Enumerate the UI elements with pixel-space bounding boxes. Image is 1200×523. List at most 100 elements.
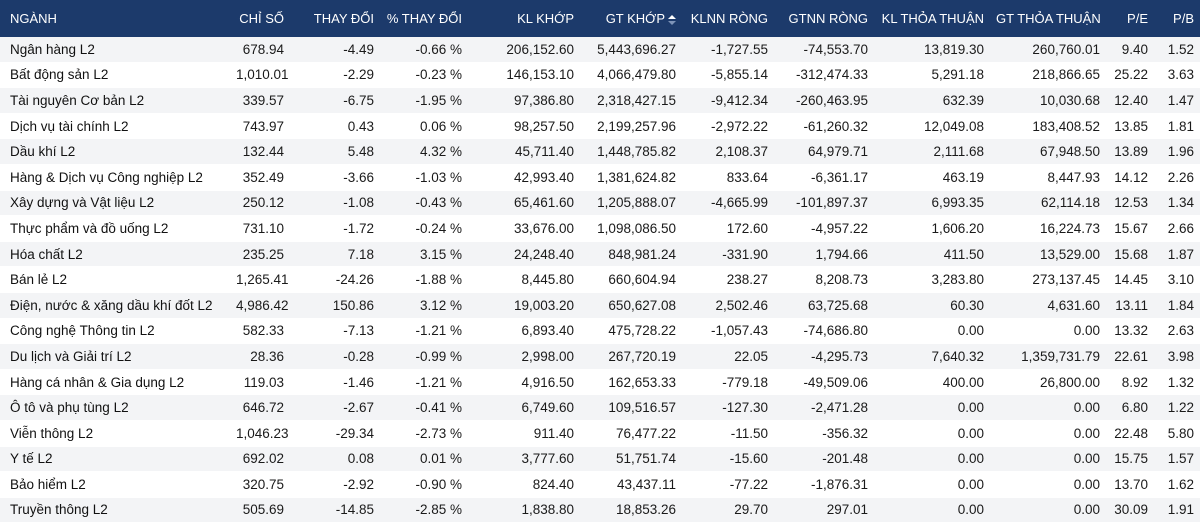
cell-pe: 13.11 bbox=[1106, 292, 1154, 319]
cell-sector-name[interactable]: Thực phẩm và đồ uống L2 bbox=[0, 215, 230, 242]
cell-sector-name[interactable]: Dịch vụ tài chính L2 bbox=[0, 113, 230, 140]
cell-klnn-rong: -5,855.14 bbox=[682, 62, 774, 89]
col-header-pct-thay-doi[interactable]: % THAY ĐỔI bbox=[380, 0, 468, 37]
cell-gt-khop: 4,066,479.80 bbox=[580, 62, 682, 89]
cell-index: 4,986.42 bbox=[230, 292, 290, 319]
table-row[interactable]: Hàng cá nhân & Gia dụng L2 119.03 -1.46 -1.… bbox=[0, 369, 1200, 396]
col-header-chi-so[interactable]: CHỈ SỐ bbox=[230, 0, 290, 37]
cell-change: -3.66 bbox=[290, 164, 380, 191]
table-row[interactable]: Hóa chất L2 235.25 7.18 3.15 % 24,248.40 848,… bbox=[0, 241, 1200, 268]
table-row[interactable]: Y tế L2 692.02 0.08 0.01 % 3,777.60 51,751.74… bbox=[0, 446, 1200, 473]
col-header-gt-khop[interactable]: GT KHỚP bbox=[580, 0, 682, 37]
cell-index: 235.25 bbox=[230, 241, 290, 268]
cell-sector-name[interactable]: Điện, nước & xăng dầu khí đốt L2 bbox=[0, 292, 230, 319]
cell-gtnn-rong: -4,295.73 bbox=[774, 343, 874, 370]
cell-pct-change: -2.73 % bbox=[380, 420, 468, 447]
table-row[interactable]: Hàng & Dịch vụ Công nghiệp L2 352.49 -3.66… bbox=[0, 164, 1200, 191]
cell-sector-name[interactable]: Bảo hiểm L2 bbox=[0, 471, 230, 498]
table-row[interactable]: Thực phẩm và đồ uống L2 731.10 -1.72 -0.24 … bbox=[0, 215, 1200, 242]
cell-gtnn-rong: 63,725.68 bbox=[774, 292, 874, 319]
col-header-gtnn-rong[interactable]: GTNN RÒNG bbox=[774, 0, 874, 37]
table-row[interactable]: Công nghệ Thông tin L2 582.33 -7.13 -1.21 %… bbox=[0, 318, 1200, 345]
cell-sector-name[interactable]: Hàng cá nhân & Gia dụng L2 bbox=[0, 369, 230, 396]
table-row[interactable]: Bất động sản L2 1,010.01 -2.29 -0.23 % 146,1… bbox=[0, 62, 1200, 89]
cell-gt-thoa-thuan: 13,529.00 bbox=[990, 241, 1106, 268]
cell-change: -6.75 bbox=[290, 87, 380, 114]
table-row[interactable]: Viễn thông L2 1,046.23 -29.34 -2.73 % 911.40… bbox=[0, 420, 1200, 447]
table-row[interactable]: Dầu khí L2 132.44 5.48 4.32 % 45,711.40 1,448… bbox=[0, 138, 1200, 165]
cell-index: 1,046.23 bbox=[230, 420, 290, 447]
cell-kl-khop: 42,993.40 bbox=[468, 164, 580, 191]
cell-gt-thoa-thuan: 10,030.68 bbox=[990, 87, 1106, 114]
table-row[interactable]: Bán lẻ L2 1,265.41 -24.26 -1.88 % 8,445.80 66… bbox=[0, 266, 1200, 293]
cell-kl-khop: 6,749.60 bbox=[468, 394, 580, 421]
cell-pe: 15.67 bbox=[1106, 215, 1154, 242]
cell-sector-name[interactable]: Y tế L2 bbox=[0, 446, 230, 473]
table-row[interactable]: Dịch vụ tài chính L2 743.97 0.43 0.06 % 98,2… bbox=[0, 113, 1200, 140]
cell-gt-thoa-thuan: 273,137.45 bbox=[990, 266, 1106, 293]
cell-change: 7.18 bbox=[290, 241, 380, 268]
cell-pe: 8.92 bbox=[1106, 369, 1154, 396]
cell-sector-name[interactable]: Bất động sản L2 bbox=[0, 62, 230, 89]
table-row[interactable]: Ô tô và phụ tùng L2 646.72 -2.67 -0.41 % 6,7… bbox=[0, 394, 1200, 421]
cell-sector-name[interactable]: Viễn thông L2 bbox=[0, 420, 230, 447]
cell-klnn-rong: -4,665.99 bbox=[682, 190, 774, 217]
cell-kl-thoa-thuan: 2,111.68 bbox=[874, 138, 990, 165]
cell-pe: 6.80 bbox=[1106, 394, 1154, 421]
cell-sector-name[interactable]: Ngân hàng L2 bbox=[0, 37, 230, 63]
col-header-label: GT KHỚP bbox=[605, 11, 665, 26]
cell-kl-thoa-thuan: 0.00 bbox=[874, 471, 990, 498]
cell-sector-name[interactable]: Hóa chất L2 bbox=[0, 241, 230, 268]
cell-klnn-rong: -779.18 bbox=[682, 369, 774, 396]
table-row[interactable]: Điện, nước & xăng dầu khí đốt L2 4,986.42… bbox=[0, 292, 1200, 319]
cell-gtnn-rong: -49,509.06 bbox=[774, 369, 874, 396]
cell-sector-name[interactable]: Tài nguyên Cơ bản L2 bbox=[0, 87, 230, 114]
cell-pct-change: -0.23 % bbox=[380, 62, 468, 89]
cell-sector-name[interactable]: Xây dựng và Vật liệu L2 bbox=[0, 190, 230, 217]
cell-pct-change: -0.24 % bbox=[380, 215, 468, 242]
cell-change: -1.08 bbox=[290, 190, 380, 217]
cell-gt-thoa-thuan: 8,447.93 bbox=[990, 164, 1106, 191]
col-header-kl-khop[interactable]: KL KHỚP bbox=[468, 0, 580, 37]
cell-klnn-rong: 172.60 bbox=[682, 215, 774, 242]
cell-sector-name[interactable]: Ô tô và phụ tùng L2 bbox=[0, 394, 230, 421]
table-row[interactable]: Xây dựng và Vật liệu L2 250.12 -1.08 -0.43 … bbox=[0, 190, 1200, 217]
cell-sector-name[interactable]: Du lịch và Giải trí L2 bbox=[0, 343, 230, 370]
cell-sector-name[interactable]: Công nghệ Thông tin L2 bbox=[0, 318, 230, 345]
cell-sector-name[interactable]: Hàng & Dịch vụ Công nghiệp L2 bbox=[0, 164, 230, 191]
col-header-thay-doi[interactable]: THAY ĐỔI bbox=[290, 0, 380, 37]
cell-change: 0.08 bbox=[290, 446, 380, 473]
cell-kl-khop: 206,152.60 bbox=[468, 37, 580, 63]
cell-pct-change: 3.15 % bbox=[380, 241, 468, 268]
cell-sector-name[interactable]: Bán lẻ L2 bbox=[0, 266, 230, 293]
cell-pb: 5.80 bbox=[1154, 420, 1200, 447]
cell-gt-khop: 51,751.74 bbox=[580, 446, 682, 473]
cell-gt-khop: 2,318,427.15 bbox=[580, 87, 682, 114]
table-row[interactable]: Bảo hiểm L2 320.75 -2.92 -0.90 % 824.40 43,43… bbox=[0, 471, 1200, 498]
col-header-pe[interactable]: P/E bbox=[1106, 0, 1154, 37]
cell-change: -24.26 bbox=[290, 266, 380, 293]
col-header-klnn-rong[interactable]: KLNN RÒNG bbox=[682, 0, 774, 37]
cell-index: 731.10 bbox=[230, 215, 290, 242]
table-row[interactable]: Ngân hàng L2 678.94 -4.49 -0.66 % 206,152.60… bbox=[0, 37, 1200, 63]
cell-pct-change: 4.32 % bbox=[380, 138, 468, 165]
cell-kl-thoa-thuan: 13,819.30 bbox=[874, 37, 990, 63]
table-row[interactable]: Du lịch và Giải trí L2 28.36 -0.28 -0.99 % 2… bbox=[0, 343, 1200, 370]
cell-kl-thoa-thuan: 5,291.18 bbox=[874, 62, 990, 89]
cell-change: -7.13 bbox=[290, 318, 380, 345]
cell-pb: 1.84 bbox=[1154, 292, 1200, 319]
col-header-nganh[interactable]: NGÀNH bbox=[0, 0, 230, 37]
cell-klnn-rong: -2,972.22 bbox=[682, 113, 774, 140]
cell-kl-khop: 824.40 bbox=[468, 471, 580, 498]
cell-kl-khop: 97,386.80 bbox=[468, 87, 580, 114]
cell-change: -4.49 bbox=[290, 37, 380, 63]
col-header-gt-thoa-thuan[interactable]: GT THỎA THUẬN bbox=[990, 0, 1106, 37]
col-header-pb[interactable]: P/B bbox=[1154, 0, 1200, 37]
table-row[interactable]: Tài nguyên Cơ bản L2 339.57 -6.75 -1.95 % 97… bbox=[0, 87, 1200, 114]
cell-index: 646.72 bbox=[230, 394, 290, 421]
col-header-kl-thoa-thuan[interactable]: KL THỎA THUẬN bbox=[874, 0, 990, 37]
cell-kl-khop: 6,893.40 bbox=[468, 318, 580, 345]
cell-index: 582.33 bbox=[230, 318, 290, 345]
cell-index: 28.36 bbox=[230, 343, 290, 370]
cell-sector-name[interactable]: Dầu khí L2 bbox=[0, 138, 230, 165]
